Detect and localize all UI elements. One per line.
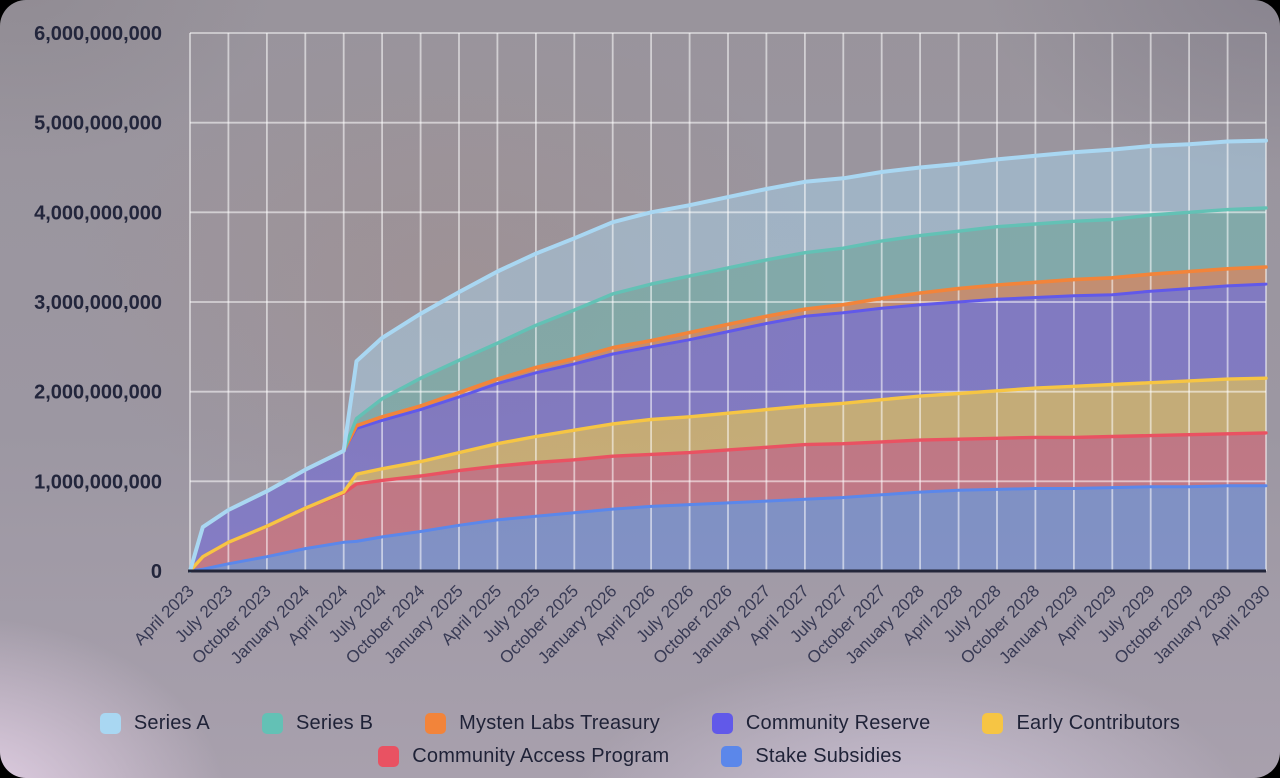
legend-swatch-series-a bbox=[99, 712, 121, 734]
y-tick-label: 1,000,000,000 bbox=[34, 471, 162, 493]
legend-item-early-contributors[interactable]: Early Contributors bbox=[982, 708, 1180, 738]
line-series-a bbox=[188, 138, 1268, 573]
legend-label: Series A bbox=[133, 712, 210, 734]
legend-swatch-community-reserve bbox=[711, 712, 733, 734]
legend-row: Series A Series B Mysten Labs Treasury Comm… bbox=[99, 708, 1180, 738]
y-tick-label: 3,000,000,000 bbox=[34, 292, 162, 314]
legend-swatch-series-b bbox=[261, 712, 283, 734]
y-tick-label: 0 bbox=[151, 561, 162, 583]
chart-legend: Series A Series B Mysten Labs Treasury Comm… bbox=[0, 708, 1280, 771]
legend-item-series-a[interactable]: Series A bbox=[99, 708, 210, 738]
y-tick-label: 4,000,000,000 bbox=[34, 202, 162, 224]
legend-label: Stake Subsidies bbox=[755, 745, 902, 767]
legend-item-series-b[interactable]: Series B bbox=[261, 708, 374, 738]
legend-label: Series B bbox=[295, 712, 374, 734]
line-early-contributors bbox=[188, 376, 1268, 573]
legend-label: Community Reserve bbox=[745, 712, 931, 734]
legend-swatch-stake-subsidies bbox=[721, 745, 743, 767]
legend-swatch-mysten-labs-treasury bbox=[425, 712, 447, 734]
legend-item-stake-subsidies[interactable]: Stake Subsidies bbox=[721, 741, 902, 771]
legend-swatch-early-contributors bbox=[982, 712, 1004, 734]
legend-item-mysten-labs-treasury[interactable]: Mysten Labs Treasury bbox=[425, 708, 660, 738]
y-tick-label: 2,000,000,000 bbox=[34, 382, 162, 404]
y-tick-label: 6,000,000,000 bbox=[34, 23, 162, 45]
gridlines bbox=[189, 32, 1267, 571]
legend-label: Mysten Labs Treasury bbox=[459, 712, 660, 734]
legend-item-community-reserve[interactable]: Community Reserve bbox=[711, 708, 931, 738]
legend-row: Community Access Program Stake Subsidies bbox=[378, 741, 902, 771]
legend-item-community-access-program[interactable]: Community Access Program bbox=[378, 741, 669, 771]
series-lines bbox=[188, 138, 1268, 573]
line-stake-subsidies bbox=[188, 484, 1268, 573]
legend-label: Early Contributors bbox=[1016, 712, 1181, 734]
y-axis-labels: 0 1,000,000,000 2,000,000,000 3,000,000,000… bbox=[34, 23, 162, 583]
y-tick-label: 5,000,000,000 bbox=[34, 113, 162, 135]
legend-swatch-community-access-program bbox=[378, 745, 400, 767]
legend-label: Community Access Program bbox=[412, 745, 670, 767]
